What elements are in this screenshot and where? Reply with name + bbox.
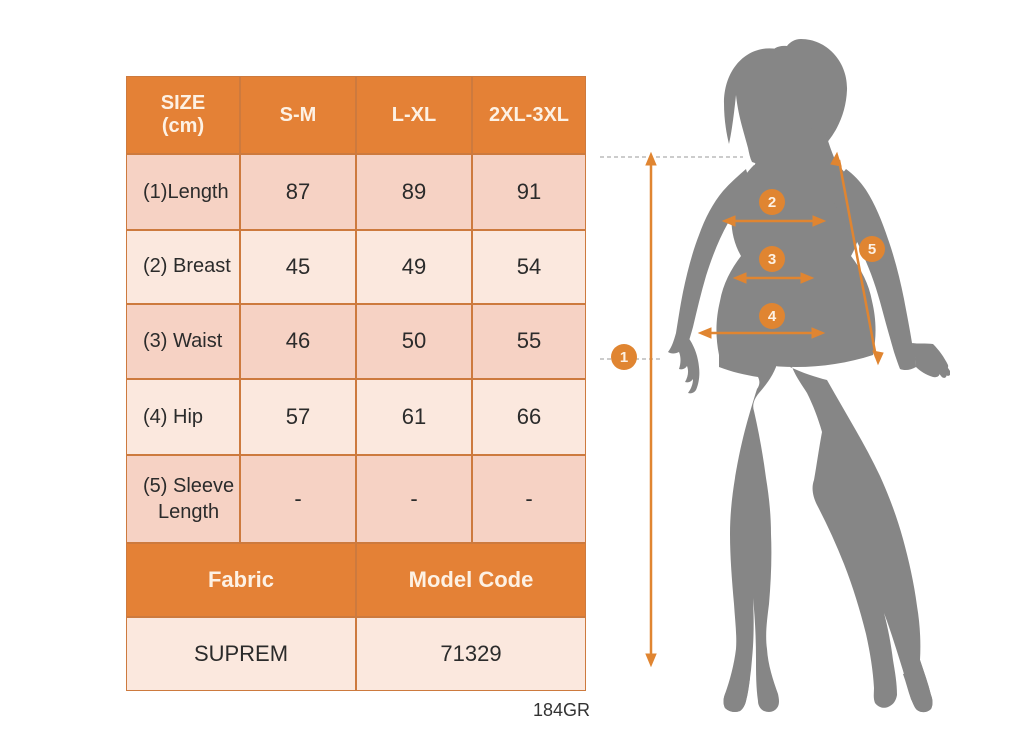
svg-text:4: 4	[768, 308, 777, 325]
svg-text:2: 2	[768, 194, 776, 211]
svg-text:3: 3	[768, 251, 776, 268]
svg-text:1: 1	[620, 349, 628, 366]
svg-text:5: 5	[868, 241, 876, 258]
